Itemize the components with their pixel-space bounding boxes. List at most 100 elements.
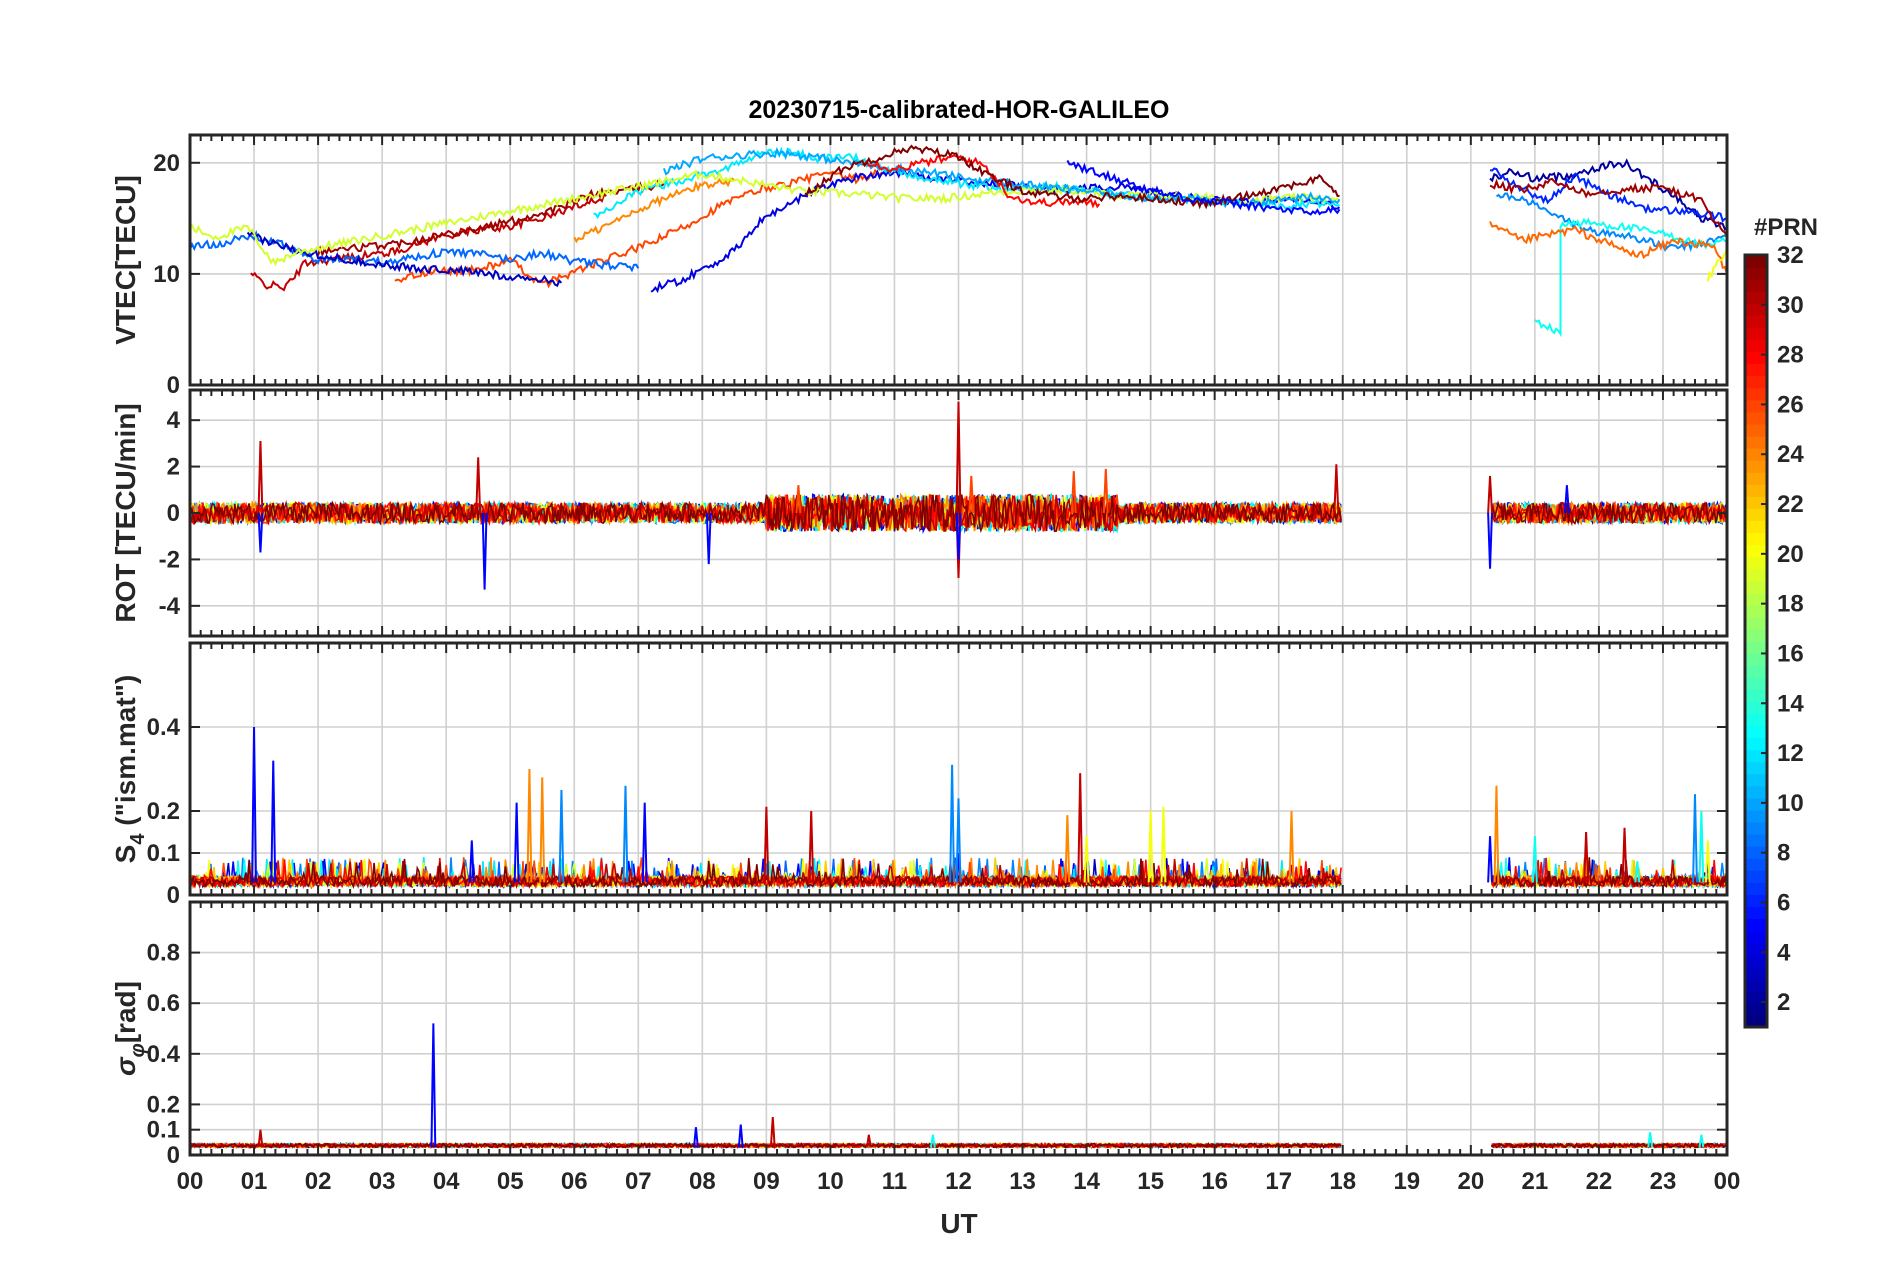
colorbar-swatch xyxy=(1745,303,1767,316)
colorbar-swatch xyxy=(1745,761,1767,775)
colorbar-swatch xyxy=(1745,834,1767,847)
vtec-series-prn-2 xyxy=(1489,158,1727,232)
colorbar-swatch xyxy=(1745,930,1767,944)
ticks-sigma xyxy=(189,902,1728,1156)
s4-spike-prn-13 xyxy=(1531,836,1538,883)
panel-s4: 0 0.1 0.2 0.4S4 ("ism.mat") xyxy=(110,641,1729,909)
y-tick-label: 0 xyxy=(167,1142,180,1169)
y-tick-label: 0 xyxy=(167,372,180,399)
x-tick-label: 08 xyxy=(689,1168,716,1195)
colorbar-tick-label: 16 xyxy=(1777,640,1804,667)
s4-trace-prn-32 xyxy=(1491,857,1727,889)
colorbar-tick-label: 28 xyxy=(1777,342,1804,369)
rot-spike-prn-5 xyxy=(1563,485,1570,514)
x-tick-label: 00 xyxy=(177,1168,204,1195)
vtec-series-prn-10 xyxy=(662,146,1341,209)
rot-spike-prn-5 xyxy=(705,512,712,565)
x-tick-label: 14 xyxy=(1073,1168,1100,1195)
colorbar-swatch xyxy=(1745,423,1767,437)
x-tick-label: 04 xyxy=(433,1168,460,1195)
s4-spike-prn-24 xyxy=(1064,815,1071,883)
colorbar-swatch xyxy=(1745,1002,1767,1016)
data-vtec xyxy=(190,144,1727,338)
s4-spike-prn-9 xyxy=(1692,794,1698,883)
x-axis-label: UT xyxy=(940,1208,977,1239)
s4-spike-prn-5 xyxy=(468,840,475,883)
y-tick-label: 4 xyxy=(167,407,181,434)
colorbar-swatch xyxy=(1745,725,1767,739)
colorbar-swatch xyxy=(1745,846,1767,859)
grid-sigma xyxy=(189,902,1728,1156)
rot-spike-prn-26 xyxy=(1102,468,1109,514)
colorbar-swatch xyxy=(1745,508,1767,521)
colorbar-swatch xyxy=(1745,315,1767,328)
s4-spike-prn-5 xyxy=(251,726,257,883)
colorbar-swatch xyxy=(1745,580,1767,594)
s4-spike-prn-24 xyxy=(1493,785,1500,883)
vtec-series-prn-13 xyxy=(1534,217,1727,338)
s4-spike-prn-30 xyxy=(1077,773,1084,883)
colorbar-swatch xyxy=(1745,677,1767,690)
colorbar-tick-label: 26 xyxy=(1777,391,1804,418)
grid-vtec xyxy=(189,135,1728,386)
colorbar-swatch xyxy=(1745,785,1767,799)
colorbar-swatch xyxy=(1745,809,1767,823)
colorbar-swatch xyxy=(1745,568,1767,582)
y-tick-label: 0 xyxy=(167,500,180,527)
colorbar-swatch xyxy=(1745,484,1767,497)
vtec-series-prn-25 xyxy=(1489,221,1727,275)
colorbar-swatch xyxy=(1745,291,1767,304)
colorbar-swatch xyxy=(1745,990,1767,1004)
colorbar-tick-label: 18 xyxy=(1777,591,1804,618)
colorbar-swatch xyxy=(1745,399,1767,413)
s4-spike-prn-20 xyxy=(1704,840,1711,883)
s4-spike-prn-24 xyxy=(539,777,546,883)
x-tick-label: 09 xyxy=(753,1168,780,1195)
y-tick-label: 0.4 xyxy=(147,714,181,741)
x-tick-label: 17 xyxy=(1265,1168,1292,1195)
x-tick-label: 07 xyxy=(625,1168,652,1195)
y-tick-label: -4 xyxy=(159,593,181,620)
colorbar-swatch xyxy=(1745,544,1767,558)
s4-spike-prn-9 xyxy=(949,764,956,883)
x-tick-label: 13 xyxy=(1009,1168,1036,1195)
colorbar-swatch xyxy=(1745,737,1767,751)
sigma-spike-prn-13 xyxy=(1647,1132,1654,1148)
rot-spike-prn-5 xyxy=(481,512,488,590)
s4-spike-prn-30 xyxy=(1583,831,1590,883)
colorbar-tick-label: 22 xyxy=(1777,491,1804,518)
s4-spike-prn-5 xyxy=(270,760,277,883)
x-tick-label: 05 xyxy=(497,1168,524,1195)
colorbar-tick-label: 8 xyxy=(1777,840,1790,867)
colorbar-swatch xyxy=(1745,351,1767,365)
vtec-series-prn-6 xyxy=(1489,167,1727,223)
colorbar-swatch xyxy=(1745,387,1767,401)
colorbar-swatch xyxy=(1745,894,1767,907)
s4-spike-prn-9 xyxy=(558,789,565,883)
colorbar-tick-label: 12 xyxy=(1777,740,1804,767)
y-tick-label: 20 xyxy=(153,150,180,177)
y-tick-label: 0.1 xyxy=(147,840,180,867)
data-rot xyxy=(190,401,1727,590)
rot-spike-prn-26 xyxy=(795,485,802,514)
colorbar-swatch xyxy=(1745,472,1767,485)
colorbar-frame xyxy=(1743,253,1769,1029)
vtec-series-prn-5 xyxy=(1066,160,1341,216)
colorbar-swatch xyxy=(1745,821,1767,835)
x-tick-label: 22 xyxy=(1586,1168,1613,1195)
x-tick-label: 10 xyxy=(817,1168,844,1195)
ticks-vtec xyxy=(189,135,1728,386)
colorbar-swatch xyxy=(1745,966,1767,980)
rot-spike-prn-30 xyxy=(257,441,264,514)
y-tick-label: -2 xyxy=(159,546,180,573)
colorbar-swatch xyxy=(1745,375,1767,389)
s4-spike-prn-20 xyxy=(1083,836,1090,883)
y-axis-label-vtec: VTEC[TECU] xyxy=(110,175,141,345)
colorbar-swatch xyxy=(1745,749,1767,763)
colorbar-swatch xyxy=(1745,279,1767,292)
s4-spike-prn-5 xyxy=(1487,836,1493,883)
x-tick-label: 19 xyxy=(1393,1168,1420,1195)
y-tick-label: 0.2 xyxy=(147,798,180,825)
vtec-series-prn-31 xyxy=(1489,177,1727,239)
